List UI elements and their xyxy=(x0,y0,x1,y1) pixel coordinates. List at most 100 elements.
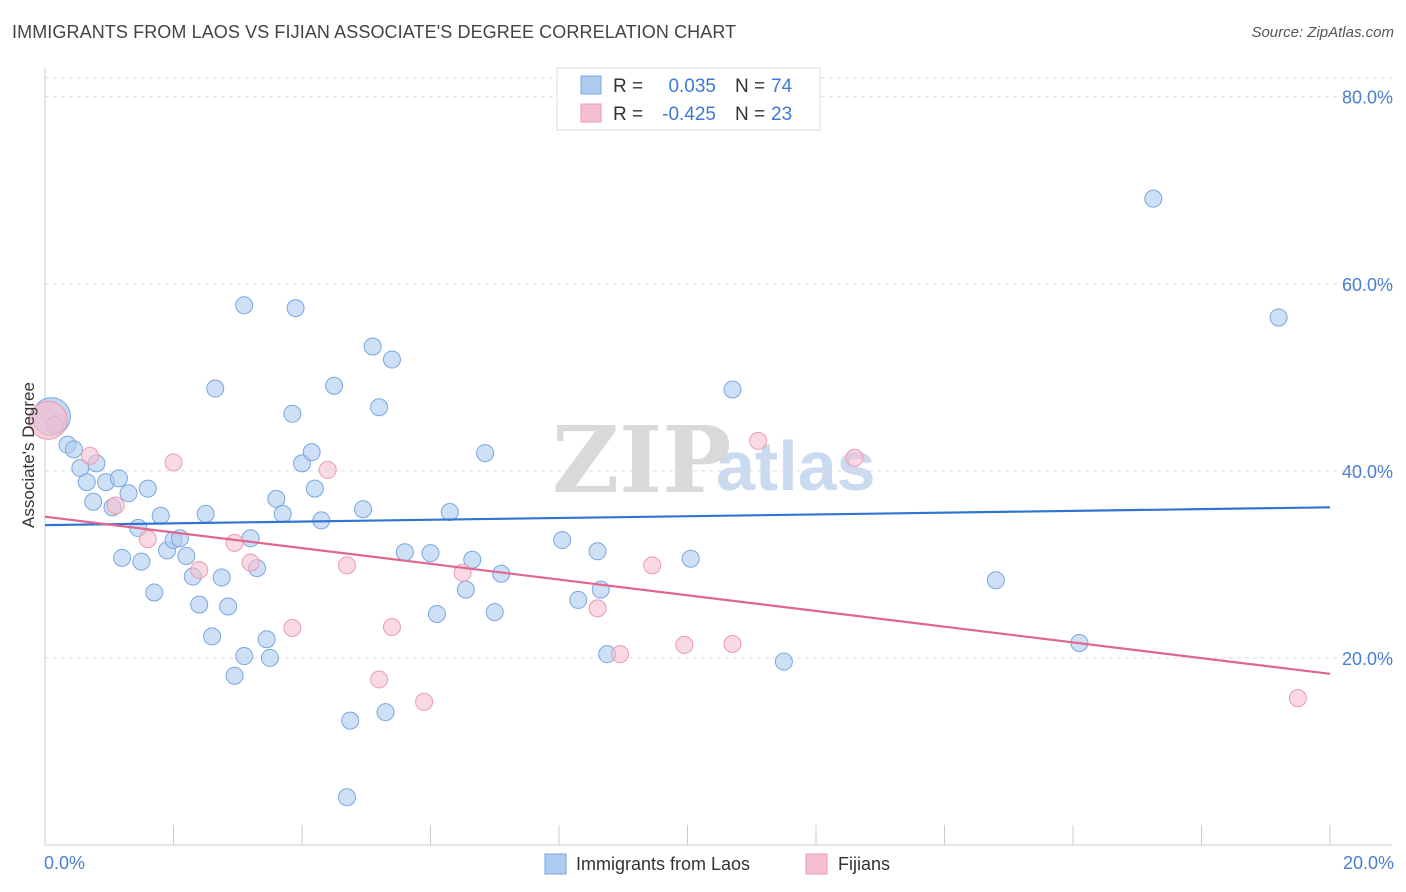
legend-swatch-fijians xyxy=(580,103,602,123)
trend-lines xyxy=(44,506,1331,675)
point-laos-39 xyxy=(286,299,305,318)
point-fijians-6 xyxy=(225,533,244,552)
point-laos-55 xyxy=(440,503,459,522)
point-laos-12 xyxy=(119,484,138,503)
point-fijians-17 xyxy=(643,556,662,575)
point-laos-42 xyxy=(305,479,324,498)
point-fijians-2 xyxy=(106,496,125,515)
tick-labels: 20.0% 40.0% 60.0% 80.0% 0.0% 20.0% xyxy=(44,88,1394,873)
legend-n-value-fijians: 23 xyxy=(771,104,792,125)
source-label: Source: ZipAtlas.com xyxy=(1251,24,1394,41)
point-laos-26 xyxy=(206,379,225,398)
point-fijians-15 xyxy=(588,599,607,618)
point-laos-44 xyxy=(325,376,344,395)
point-fijians-5 xyxy=(190,561,209,580)
point-laos-37 xyxy=(273,504,292,523)
legend-n-label-fijians: N = xyxy=(735,104,765,125)
point-fijians-9 xyxy=(318,460,337,479)
point-laos-32 xyxy=(241,529,260,548)
point-fijians-12 xyxy=(382,618,401,637)
point-laos-46 xyxy=(341,711,360,730)
legend-r-value-fijians: -0.425 xyxy=(662,104,716,125)
bottom-legend-label-fijians: Fijians xyxy=(838,854,890,874)
data-points xyxy=(28,189,1307,807)
point-laos-63 xyxy=(588,542,607,561)
point-fijians-13 xyxy=(415,692,434,711)
point-laos-21 xyxy=(177,546,196,565)
point-laos-67 xyxy=(723,380,742,399)
point-laos-38 xyxy=(283,404,302,423)
point-laos-28 xyxy=(219,597,238,616)
point-laos-53 xyxy=(421,544,440,563)
point-laos-58 xyxy=(476,444,495,463)
bottom-legend: Immigrants from Laos Fijians xyxy=(544,853,890,875)
point-laos-68 xyxy=(774,652,793,671)
legend-n-label-laos: N = xyxy=(735,76,765,97)
legend-r-label-fijians: R = xyxy=(613,104,643,125)
axes xyxy=(44,68,1392,846)
bottom-legend-swatch-fijians xyxy=(805,853,828,875)
legend-r-value-laos: 0.035 xyxy=(668,76,716,97)
point-laos-16 xyxy=(145,583,164,602)
point-fijians-1 xyxy=(80,446,99,465)
watermark-zip: ZIP xyxy=(552,406,731,514)
top-legend: R = 0.035 N = 74 R = -0.425 N = 23 xyxy=(556,67,821,131)
point-fijians-16 xyxy=(611,645,630,664)
point-laos-61 xyxy=(553,531,572,550)
point-laos-51 xyxy=(382,350,401,369)
point-laos-59 xyxy=(485,603,504,622)
y-tick-label-40: 40.0% xyxy=(1342,462,1393,482)
point-laos-52 xyxy=(395,543,414,562)
point-laos-41 xyxy=(302,443,321,462)
point-laos-49 xyxy=(370,398,389,417)
bottom-legend-swatch-laos xyxy=(544,853,567,875)
point-laos-14 xyxy=(132,552,151,571)
point-laos-31 xyxy=(235,296,254,315)
point-laos-45 xyxy=(337,788,356,807)
gridlines xyxy=(45,77,1392,659)
y-tick-label-80: 80.0% xyxy=(1342,88,1393,108)
point-fijians-0 xyxy=(28,400,68,440)
point-laos-72 xyxy=(1269,308,1288,327)
trend-line-fijians xyxy=(44,515,1331,675)
point-laos-5 xyxy=(77,473,96,492)
point-fijians-3 xyxy=(138,530,157,549)
point-laos-27 xyxy=(212,568,231,587)
point-fijians-22 xyxy=(1288,689,1307,708)
bottom-legend-label-laos: Immigrants from Laos xyxy=(576,854,750,874)
point-fijians-10 xyxy=(337,556,356,575)
point-laos-71 xyxy=(1144,189,1163,208)
y-tick-label-20: 20.0% xyxy=(1342,649,1393,669)
chart-title: IMMIGRANTS FROM LAOS VS FIJIAN ASSOCIATE… xyxy=(12,22,737,42)
point-laos-23 xyxy=(190,595,209,614)
point-laos-47 xyxy=(354,500,373,519)
point-fijians-4 xyxy=(164,453,183,472)
point-laos-36 xyxy=(267,489,286,508)
point-laos-34 xyxy=(257,630,276,649)
point-laos-11 xyxy=(113,548,132,567)
point-fijians-11 xyxy=(370,670,389,689)
point-laos-15 xyxy=(138,479,157,498)
point-laos-66 xyxy=(681,549,700,568)
point-fijians-18 xyxy=(675,635,694,654)
point-fijians-21 xyxy=(845,448,864,467)
trend-line-laos xyxy=(44,506,1331,527)
watermark-atlas: atlas xyxy=(716,427,876,505)
point-laos-25 xyxy=(203,627,222,646)
y-tick-label-60: 60.0% xyxy=(1342,275,1393,295)
point-laos-24 xyxy=(196,504,215,523)
point-laos-17 xyxy=(151,506,170,525)
point-laos-62 xyxy=(569,590,588,609)
point-fijians-20 xyxy=(749,431,768,450)
point-laos-30 xyxy=(235,647,254,666)
point-laos-56 xyxy=(456,580,475,599)
point-laos-3 xyxy=(64,440,83,459)
x-tick-label-max: 20.0% xyxy=(1343,853,1394,873)
point-laos-6 xyxy=(84,492,103,511)
point-fijians-19 xyxy=(723,634,742,653)
point-laos-48 xyxy=(363,337,382,356)
point-laos-10 xyxy=(109,469,128,488)
point-laos-29 xyxy=(225,666,244,685)
point-fijians-7 xyxy=(241,553,260,572)
